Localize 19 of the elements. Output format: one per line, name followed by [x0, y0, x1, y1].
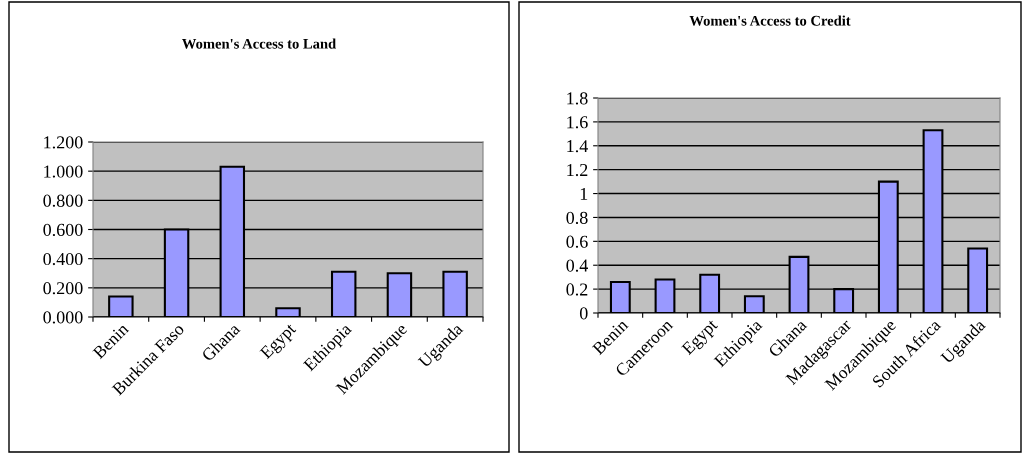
y-tick-label: 1.4	[567, 140, 588, 153]
y-tick-label: 0.6	[566, 235, 588, 248]
y-tick-label: 1.2	[567, 163, 588, 177]
y-tick-label: 0.8	[566, 211, 588, 224]
y-tick-label: 0.4	[566, 259, 588, 272]
y-tick-label: 0	[579, 307, 588, 320]
y-tick-label: 0.800	[43, 194, 83, 207]
chart-title: Women's Access to Credit	[689, 15, 851, 26]
y-tick-label: 1	[580, 187, 588, 200]
chart-title: Women's Access to Land	[182, 38, 337, 49]
y-tick-label: 0.200	[43, 282, 83, 295]
y-tick-label: 0.2	[566, 283, 588, 296]
y-tick-label: 1.6	[567, 116, 588, 129]
y-tick-label: 1.8	[567, 92, 588, 105]
y-tick-label: 0.000	[43, 311, 83, 324]
y-tick-label: 1.200	[44, 136, 83, 149]
y-tick-label: 0.400	[43, 252, 83, 266]
y-tick-label: 0.600	[43, 223, 83, 237]
y-tick-label: 1.000	[44, 165, 83, 178]
